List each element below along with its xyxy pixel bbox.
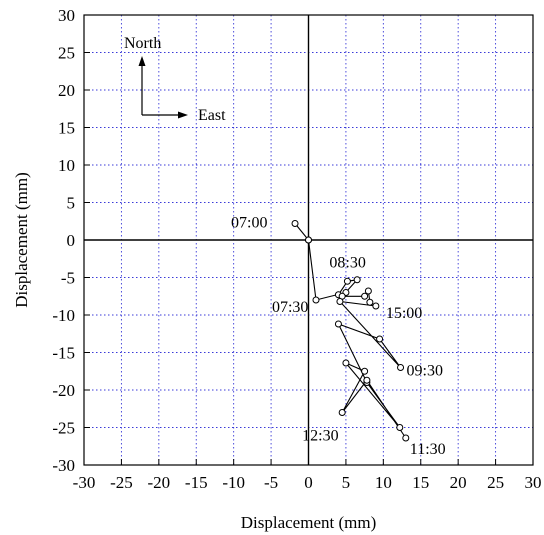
data-point (402, 434, 410, 442)
compass-indicator: North East (124, 35, 226, 124)
y-tick-label: 5 (67, 194, 76, 213)
tick-marks (83, 14, 534, 466)
data-point (334, 320, 342, 328)
x-tick-label: -15 (185, 473, 208, 492)
north-arrow-head-icon (138, 56, 146, 66)
x-tick-label: 20 (450, 473, 467, 492)
data-point (372, 302, 380, 310)
x-tick-labels: -30 -25 -20 -15 -10 -5 0 5 10 15 20 25 30 (73, 473, 542, 492)
x-tick-label: -20 (147, 473, 170, 492)
x-tick-label: -30 (73, 473, 96, 492)
x-tick-label: 15 (412, 473, 429, 492)
data-points (291, 220, 410, 442)
y-tick-label: -20 (52, 381, 75, 400)
time-label: 08:30 (329, 254, 365, 271)
time-annotations: 07:00 07:30 08:30 15:00 09:30 12:30 11:30 (231, 215, 446, 459)
data-point (366, 298, 374, 306)
data-point (397, 364, 405, 371)
y-tick-label: -25 (52, 419, 75, 438)
data-point (291, 220, 299, 227)
x-tick-label: -25 (110, 473, 133, 492)
y-tick-label: 25 (58, 44, 75, 63)
y-tick-label: -30 (52, 456, 75, 475)
time-label: 09:30 (407, 363, 443, 380)
data-point (338, 409, 346, 416)
data-point (396, 424, 404, 431)
x-tick-label: 5 (342, 473, 351, 492)
data-point (376, 335, 384, 343)
north-label: North (124, 35, 161, 52)
x-tick-label: -5 (264, 473, 278, 492)
y-tick-label: 15 (58, 119, 75, 138)
x-tick-label: 0 (304, 473, 313, 492)
plot-frame (83, 14, 534, 466)
x-tick-label: 30 (525, 473, 542, 492)
data-point (361, 292, 369, 300)
y-tick-label: 30 (58, 6, 75, 25)
time-label: 07:00 (231, 215, 267, 232)
data-point (342, 359, 350, 367)
time-label: 07:30 (272, 299, 308, 316)
y-tick-label: 10 (58, 156, 75, 175)
y-tick-label: 20 (58, 81, 75, 100)
east-label: East (198, 107, 226, 124)
data-point (336, 298, 344, 305)
x-tick-label: -10 (222, 473, 245, 492)
x-tick-label: 10 (375, 473, 392, 492)
data-point (361, 367, 369, 375)
data-point (353, 276, 361, 284)
y-tick-label: -5 (61, 269, 75, 288)
east-arrow-head-icon (178, 111, 188, 119)
x-tick-label: 25 (487, 473, 504, 492)
data-point (364, 287, 372, 295)
y-tick-labels: -30 -25 -20 -15 -10 -5 0 5 10 15 20 25 30 (52, 6, 75, 475)
y-tick-label: -10 (52, 306, 75, 325)
time-label: 15:00 (386, 305, 422, 322)
y-axis-title: Displacement (mm) (12, 172, 31, 308)
y-tick-label: 0 (67, 231, 76, 250)
time-label: 12:30 (302, 428, 338, 445)
x-axis-title: Displacement (mm) (241, 513, 377, 532)
data-point (363, 376, 371, 384)
data-point (305, 236, 312, 244)
time-label: 11:30 (410, 441, 446, 458)
data-point (343, 277, 351, 285)
y-tick-label: -15 (52, 344, 75, 363)
data-point (312, 296, 320, 304)
